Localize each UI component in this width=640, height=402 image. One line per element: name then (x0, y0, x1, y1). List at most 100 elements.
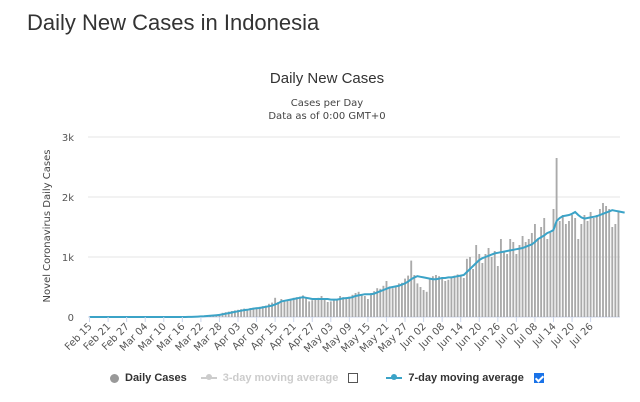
daily-case-bar[interactable] (339, 296, 342, 317)
daily-case-bar[interactable] (351, 294, 354, 317)
daily-case-bar[interactable] (311, 300, 314, 317)
daily-case-bar[interactable] (614, 224, 617, 317)
daily-case-bar[interactable] (274, 297, 277, 317)
daily-case-bar[interactable] (252, 307, 255, 317)
daily-case-bar[interactable] (345, 299, 348, 317)
daily-case-bar[interactable] (305, 298, 307, 317)
daily-case-bar[interactable] (537, 239, 539, 317)
daily-case-bar[interactable] (416, 283, 419, 317)
daily-case-bar[interactable] (527, 239, 530, 317)
daily-case-bar[interactable] (295, 297, 298, 317)
daily-case-bar[interactable] (323, 299, 326, 317)
daily-case-bar[interactable] (530, 233, 533, 317)
daily-case-bar[interactable] (419, 287, 422, 317)
daily-case-bar[interactable] (518, 245, 521, 317)
checkbox-7day-avg[interactable] (533, 373, 544, 383)
daily-case-bar[interactable] (490, 257, 493, 317)
daily-case-bar[interactable] (521, 236, 524, 317)
legend-item-3day-avg[interactable]: 3-day moving average (200, 372, 373, 384)
daily-case-bar[interactable] (552, 209, 555, 317)
legend-item-daily-cases[interactable]: Daily Cases (110, 372, 187, 384)
daily-case-bar[interactable] (268, 303, 270, 317)
daily-case-bar[interactable] (243, 308, 246, 317)
daily-case-bar[interactable] (438, 276, 440, 317)
daily-case-bar[interactable] (292, 297, 295, 317)
checkbox-3day-avg[interactable] (348, 373, 359, 383)
daily-case-bar[interactable] (428, 278, 431, 317)
daily-case-bar[interactable] (568, 221, 570, 317)
daily-case-bar[interactable] (605, 206, 608, 317)
daily-case-bar[interactable] (506, 254, 509, 317)
daily-case-bar[interactable] (546, 239, 549, 317)
daily-case-bar[interactable] (617, 212, 620, 317)
daily-case-bar[interactable] (465, 258, 468, 317)
daily-case-bar[interactable] (230, 311, 233, 317)
daily-case-bar[interactable] (450, 276, 453, 317)
daily-case-bar[interactable] (227, 311, 230, 317)
daily-case-bar[interactable] (261, 306, 264, 317)
daily-case-bar[interactable] (286, 299, 289, 317)
daily-case-bar[interactable] (558, 221, 561, 317)
daily-case-bar[interactable] (366, 299, 369, 317)
daily-case-bar[interactable] (602, 203, 604, 317)
daily-case-bar[interactable] (326, 302, 329, 317)
daily-case-bar[interactable] (580, 224, 583, 317)
daily-case-bar[interactable] (447, 279, 450, 317)
daily-case-bar[interactable] (391, 288, 394, 317)
daily-case-bar[interactable] (496, 266, 499, 317)
daily-case-bar[interactable] (509, 239, 512, 317)
daily-case-bar[interactable] (258, 306, 261, 317)
daily-case-bar[interactable] (373, 291, 376, 317)
daily-case-bar[interactable] (264, 305, 267, 317)
daily-case-bar[interactable] (401, 282, 403, 317)
daily-case-bar[interactable] (493, 251, 496, 317)
daily-case-bar[interactable] (555, 158, 558, 317)
daily-case-bar[interactable] (577, 239, 580, 317)
daily-case-bar[interactable] (246, 309, 249, 317)
daily-case-bar[interactable] (233, 310, 236, 317)
daily-case-bar[interactable] (589, 212, 592, 317)
daily-case-bar[interactable] (564, 224, 567, 317)
daily-case-bar[interactable] (394, 285, 397, 317)
daily-case-bar[interactable] (329, 301, 332, 317)
daily-case-bar[interactable] (456, 274, 459, 317)
daily-case-bar[interactable] (595, 215, 598, 317)
daily-case-bar[interactable] (357, 291, 360, 317)
daily-case-bar[interactable] (289, 299, 292, 317)
daily-case-bar[interactable] (592, 218, 595, 317)
daily-case-bar[interactable] (481, 263, 484, 317)
daily-case-bar[interactable] (462, 278, 465, 317)
daily-case-bar[interactable] (332, 300, 335, 317)
daily-case-bar[interactable] (441, 277, 444, 317)
daily-case-bar[interactable] (549, 233, 552, 317)
daily-case-bar[interactable] (379, 288, 382, 317)
daily-case-bar[interactable] (317, 297, 320, 317)
daily-case-bar[interactable] (388, 286, 391, 317)
daily-case-bar[interactable] (435, 275, 437, 317)
daily-case-bar[interactable] (413, 275, 416, 317)
daily-case-bar[interactable] (354, 293, 357, 317)
daily-case-bar[interactable] (255, 307, 258, 317)
daily-case-bar[interactable] (444, 281, 447, 317)
daily-case-bar[interactable] (240, 309, 243, 317)
daily-case-bar[interactable] (478, 254, 481, 317)
daily-case-bar[interactable] (472, 269, 475, 317)
daily-case-bar[interactable] (320, 296, 323, 317)
daily-case-bar[interactable] (271, 302, 273, 317)
daily-case-bar[interactable] (382, 285, 385, 317)
daily-case-bar[interactable] (515, 254, 518, 317)
daily-case-bar[interactable] (407, 275, 410, 317)
daily-case-bar[interactable] (376, 288, 379, 317)
daily-case-bar[interactable] (360, 294, 363, 317)
daily-case-bar[interactable] (598, 209, 601, 317)
daily-case-bar[interactable] (277, 302, 280, 317)
daily-case-bar[interactable] (561, 215, 564, 317)
daily-case-bar[interactable] (583, 215, 586, 317)
daily-case-bar[interactable] (385, 281, 388, 317)
daily-case-bar[interactable] (348, 296, 351, 317)
daily-case-bar[interactable] (314, 299, 317, 317)
daily-case-bar[interactable] (484, 254, 487, 317)
daily-case-bar[interactable] (503, 251, 505, 317)
daily-case-bar[interactable] (302, 295, 304, 317)
daily-case-bar[interactable] (586, 221, 589, 317)
